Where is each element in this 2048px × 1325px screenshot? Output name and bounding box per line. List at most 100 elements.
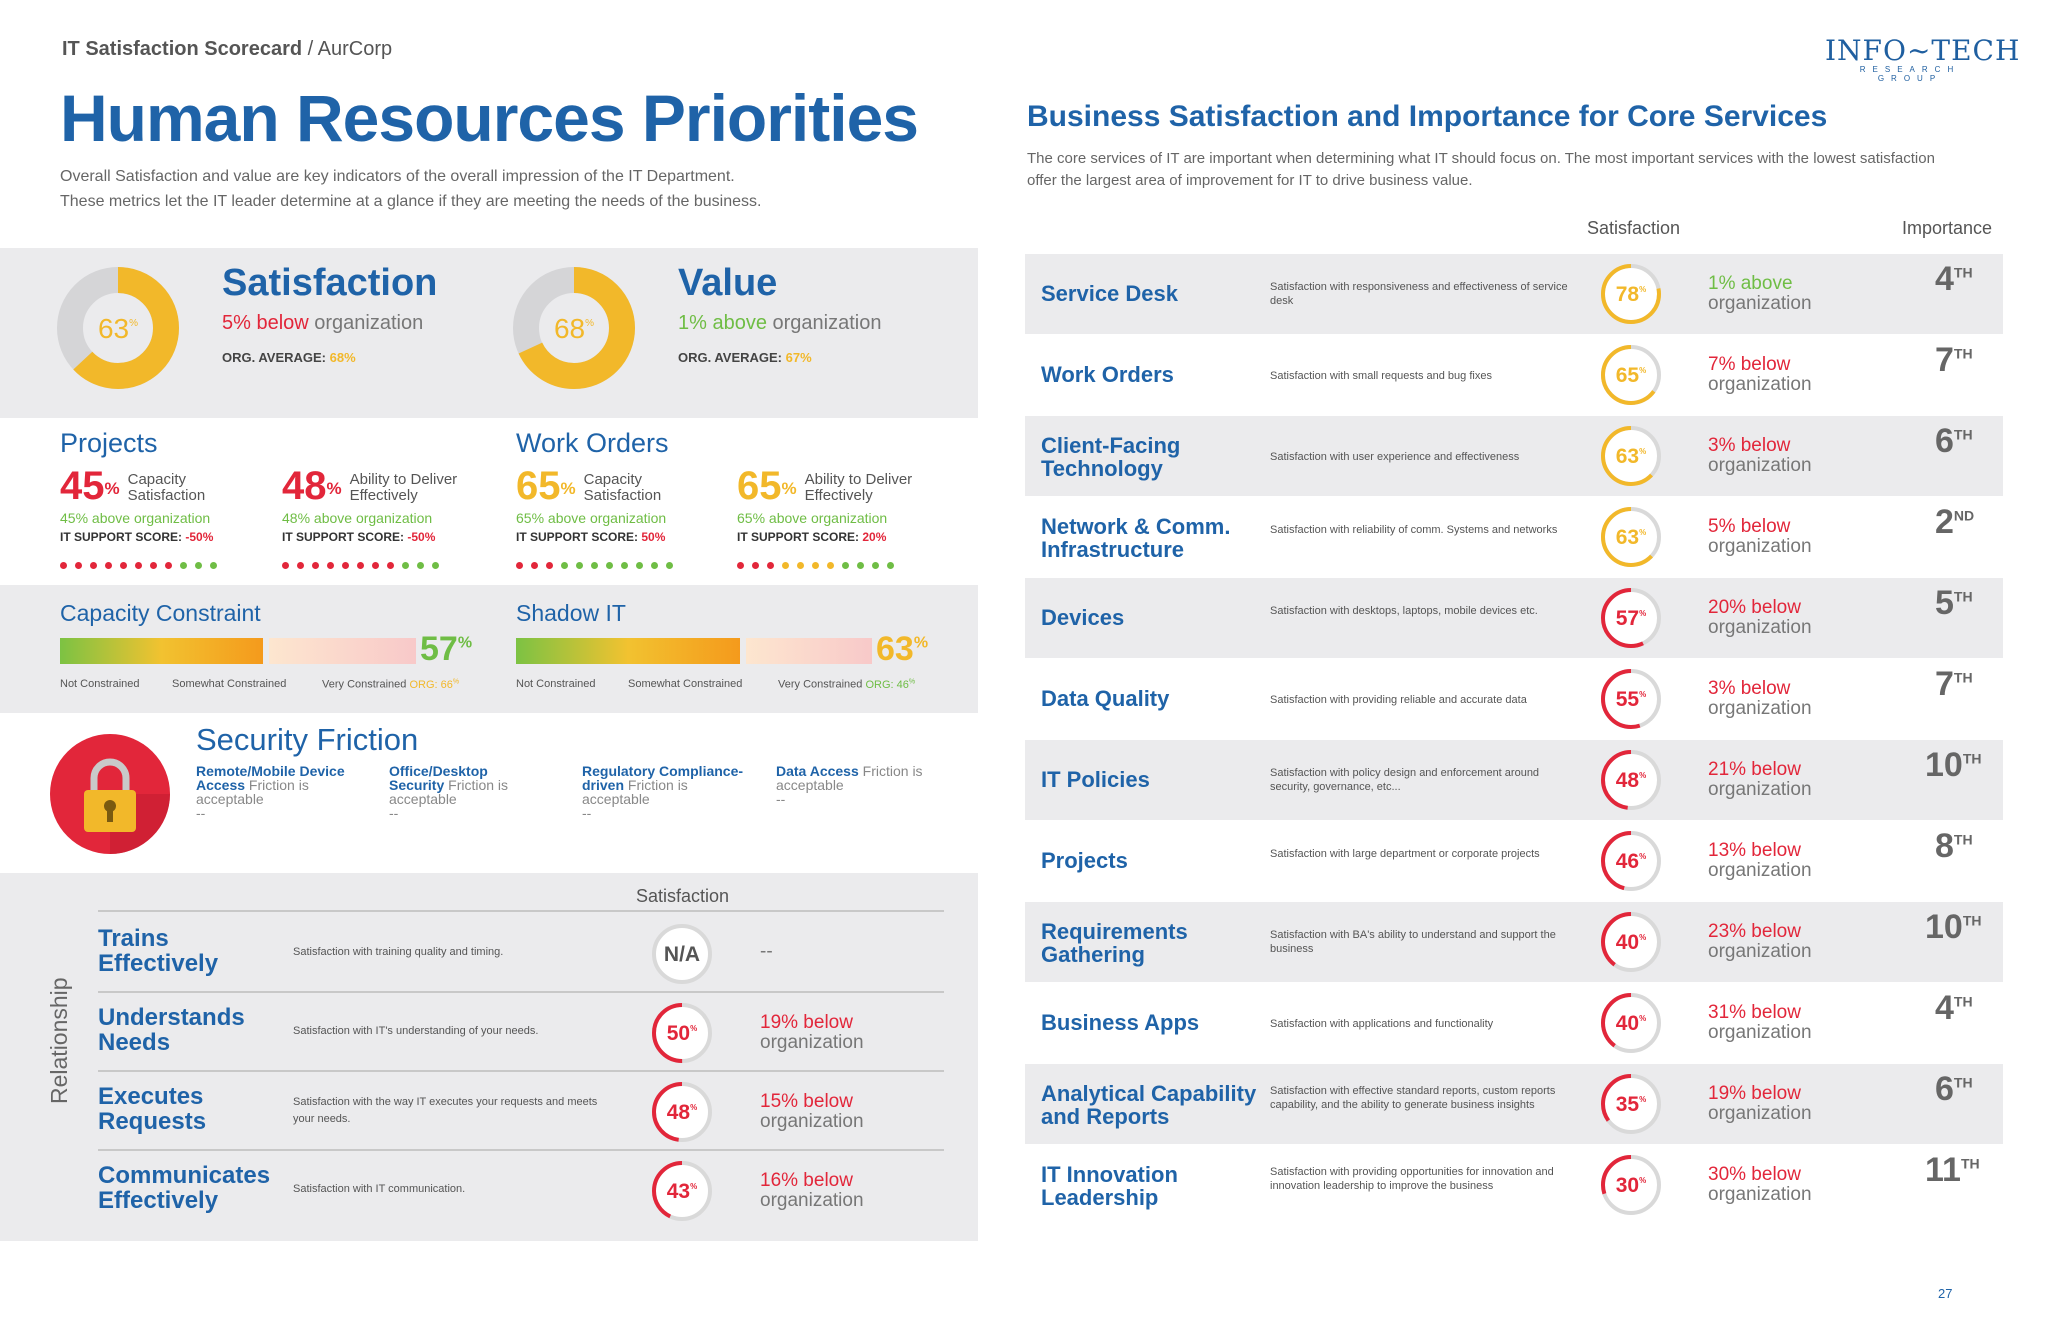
service-comparison: 31% below organization <box>1708 1002 1812 1043</box>
relationship-row: Communicates Effectively Satisfaction wit… <box>0 1151 978 1230</box>
value-donut: 68% <box>513 267 635 389</box>
gauge-value: 78% <box>1616 283 1646 306</box>
divider <box>98 1070 944 1072</box>
score-dot <box>417 562 424 569</box>
score-dot <box>312 562 319 569</box>
importance-rank: 5TH <box>1935 584 1973 622</box>
score-dot <box>782 562 789 569</box>
service-name: Devices <box>1041 605 1125 630</box>
divider <box>98 991 944 993</box>
score-dot <box>327 562 334 569</box>
projects-capacity-metric: 45% Capacity Satisfaction 45% above organ… <box>60 466 280 574</box>
gauge-value: 57% <box>1616 607 1646 630</box>
svg-text:68%: 68% <box>554 313 594 344</box>
gauge-arc <box>652 1082 712 1142</box>
satisfaction-gauge: N/A <box>652 924 712 984</box>
service-name: Service Desk <box>1041 281 1178 306</box>
service-comparison: 3% below organization <box>1708 435 1812 476</box>
relationship-description: Satisfaction with IT communication. <box>293 1183 466 1195</box>
core-service-row: Client-Facing Technology Satisfaction wit… <box>1025 416 2003 496</box>
service-description: Satisfaction with user experience and ef… <box>1270 451 1520 463</box>
gauge-value: 40% <box>1616 931 1646 954</box>
core-service-row: Requirements Gathering Satisfaction with … <box>1025 902 2003 982</box>
importance-rank: 6TH <box>1935 422 1973 460</box>
satisfaction-gauge: 30% <box>1601 1155 1661 1215</box>
gauge-value: 40% <box>1616 1012 1646 1035</box>
score-dot <box>737 562 744 569</box>
shadow-it-bar <box>516 638 872 664</box>
core-service-row: Devices Satisfaction with desktops, lapt… <box>1025 578 2003 658</box>
core-service-row: Data Quality Satisfaction with providing… <box>1025 659 2003 739</box>
score-dot <box>195 562 202 569</box>
security-item-office: Office/Desktop Security Friction is acce… <box>389 763 509 821</box>
service-name: IT Innovation Leadership <box>1041 1162 1178 1210</box>
service-comparison: 3% below organization <box>1708 678 1812 719</box>
satisfaction-gauge: 40% <box>1601 912 1661 972</box>
gauge-value: N/A <box>664 943 700 966</box>
work-orders-deliver-metric: 65% Ability to Deliver Effectively 65% ab… <box>737 466 967 574</box>
relationship-name: Executes Requests <box>98 1083 207 1135</box>
service-description: Satisfaction with large department or co… <box>1270 848 1540 860</box>
satisfaction-gauge: 40% <box>1601 993 1661 1053</box>
satisfaction-gauge: 48% <box>652 1082 712 1142</box>
gauge-arc <box>652 1003 712 1063</box>
service-comparison: 23% below organization <box>1708 921 1812 962</box>
service-description: Satisfaction with applications and funct… <box>1270 1018 1494 1030</box>
service-name: Client-Facing Technology <box>1041 433 1181 481</box>
col-importance: Importance <box>1902 218 1993 238</box>
satisfaction-gauge: 65% <box>1601 345 1661 405</box>
relationship-comparison: -- <box>760 941 773 962</box>
score-dot <box>887 562 894 569</box>
score-dot <box>282 562 289 569</box>
importance-rank: 11TH <box>1925 1151 1980 1189</box>
security-item-data: Data Access Friction is acceptable -- <box>776 763 923 807</box>
satisfaction-gauge: 63% <box>1601 507 1661 567</box>
service-description: Satisfaction with providing opportunitie… <box>1270 1166 1554 1192</box>
score-dot <box>342 562 349 569</box>
gauge-value: 63% <box>1616 526 1646 549</box>
support-score-dots <box>516 556 736 574</box>
satisfaction-gauge: 46% <box>1601 831 1661 891</box>
satisfaction-gauge: 63% <box>1601 426 1661 486</box>
relationship-description: Satisfaction with the way IT executes yo… <box>293 1096 598 1125</box>
score-dot <box>75 562 82 569</box>
service-name: Business Apps <box>1041 1010 1200 1035</box>
score-dot <box>752 562 759 569</box>
scale-label-low: Not Constrained <box>516 678 596 690</box>
satisfaction-gauge: 57% <box>1601 588 1661 648</box>
score-dot <box>797 562 804 569</box>
relationship-comparison: 16% below organization <box>760 1170 864 1211</box>
service-comparison: 13% below organization <box>1708 840 1812 881</box>
score-dot <box>576 562 583 569</box>
core-services-title: Business Satisfaction and Importance for… <box>1027 100 1828 133</box>
score-dot <box>135 562 142 569</box>
service-description: Satisfaction with desktops, laptops, mob… <box>1270 605 1538 617</box>
satisfaction-gauge: 78% <box>1601 264 1661 324</box>
relationship-row: Trains Effectively Satisfaction with trai… <box>0 914 978 993</box>
security-item-regulatory: Regulatory Compliance-driven Friction is… <box>582 763 744 821</box>
score-dot <box>651 562 658 569</box>
service-comparison: 1% above organization <box>1708 273 1812 314</box>
relationship-comparison: 19% below organization <box>760 1012 864 1053</box>
page-number: 27 <box>1938 1286 1953 1301</box>
score-dot <box>120 562 127 569</box>
score-dot <box>210 562 217 569</box>
support-score-dots <box>60 556 280 574</box>
score-dot <box>105 562 112 569</box>
value-comparison: 1% above organization <box>678 312 882 334</box>
score-dot <box>561 562 568 569</box>
importance-rank: 7TH <box>1935 341 1973 379</box>
security-item-remote: Remote/Mobile Device Access Friction is … <box>196 763 345 821</box>
service-description: Satisfaction with responsiveness and eff… <box>1270 281 1568 307</box>
service-name: Projects <box>1041 848 1128 873</box>
score-dot <box>402 562 409 569</box>
score-dot <box>372 562 379 569</box>
satisfaction-gauge: 35% <box>1601 1074 1661 1134</box>
importance-rank: 4TH <box>1935 260 1973 298</box>
service-name: Work Orders <box>1041 362 1174 387</box>
relationship-row: Executes Requests Satisfaction with the w… <box>0 1072 978 1151</box>
work-orders-capacity-metric: 65% Capacity Satisfaction 65% above organ… <box>516 466 736 574</box>
service-name: Requirements Gathering <box>1041 919 1188 967</box>
divider <box>98 910 944 912</box>
scale-label-mid: Somewhat Constrained <box>172 678 287 690</box>
